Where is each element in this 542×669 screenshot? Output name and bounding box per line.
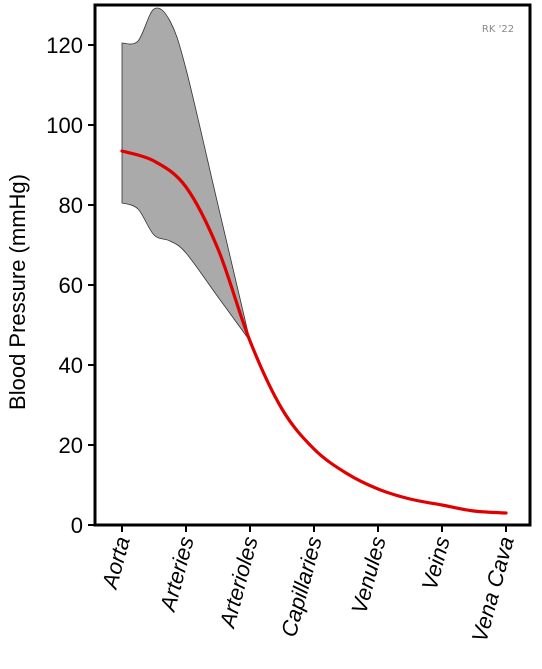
y-axis-ticks: 0 20 40 60 80 100 120 bbox=[46, 33, 95, 538]
pressure-range-band bbox=[121, 7, 251, 342]
mean-pressure-line-layer bbox=[120, 149, 508, 515]
y-tick-label: 80 bbox=[59, 193, 83, 218]
y-axis-label: Blood Pressure (mmHg) bbox=[5, 174, 30, 410]
y-tick-label: 20 bbox=[59, 433, 83, 458]
y-tick-label: 60 bbox=[59, 273, 83, 298]
x-category-label: Vena Cava bbox=[467, 534, 519, 645]
pressure-range-band-layer bbox=[121, 7, 251, 342]
y-tick-label: 40 bbox=[59, 353, 83, 378]
y-tick-label: 0 bbox=[71, 513, 83, 538]
mean-pressure-line bbox=[120, 149, 508, 515]
x-category-label: Arteries bbox=[155, 534, 199, 616]
plot-frame bbox=[93, 3, 532, 527]
y-tick-label: 100 bbox=[46, 113, 83, 138]
x-category-label: Arterioles bbox=[214, 534, 263, 632]
x-category-label: Aorta bbox=[97, 534, 135, 593]
watermark: RK '22 bbox=[482, 24, 514, 35]
y-tick-label: 120 bbox=[46, 33, 83, 58]
x-category-label: Capillaries bbox=[276, 534, 327, 640]
x-category-label: Veins bbox=[417, 534, 455, 593]
x-axis-ticks: Aorta Arteries Arterioles Capillaries Venule… bbox=[97, 525, 519, 645]
x-category-label: Venules bbox=[346, 534, 391, 616]
